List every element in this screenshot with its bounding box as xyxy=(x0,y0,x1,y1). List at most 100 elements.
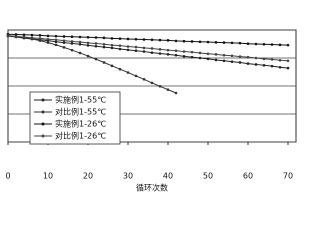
point xyxy=(150,51,154,54)
point xyxy=(174,39,178,43)
point xyxy=(62,39,66,42)
x-axis-label: 循环次数 xyxy=(136,183,168,193)
point xyxy=(182,39,186,43)
point xyxy=(222,59,226,63)
point xyxy=(158,84,162,88)
legend-marker xyxy=(41,98,45,102)
point xyxy=(46,41,50,44)
point xyxy=(214,53,218,56)
point xyxy=(62,35,66,38)
point xyxy=(262,42,266,46)
point xyxy=(278,43,282,47)
point xyxy=(270,58,274,61)
point xyxy=(110,64,114,68)
point xyxy=(62,46,66,49)
point xyxy=(254,56,258,60)
point xyxy=(174,91,178,95)
x-tick-label: 40 xyxy=(163,172,173,181)
legend-label: 对比例1-55℃ xyxy=(55,107,106,117)
point xyxy=(30,36,34,40)
legend-label: 对比例1-26℃ xyxy=(55,131,106,141)
point xyxy=(126,48,130,52)
point xyxy=(286,59,290,63)
point xyxy=(110,46,114,50)
point xyxy=(126,37,130,41)
point xyxy=(166,48,170,52)
point xyxy=(22,33,26,37)
point xyxy=(190,50,194,54)
legend-label: 实施例1-55℃ xyxy=(55,95,106,105)
point xyxy=(14,33,18,36)
point xyxy=(78,42,82,46)
point xyxy=(278,58,282,62)
point xyxy=(262,63,266,67)
series-line xyxy=(7,35,177,94)
x-tick-label: 70 xyxy=(283,172,293,181)
point xyxy=(46,37,50,41)
point xyxy=(70,40,74,43)
point xyxy=(230,41,234,45)
point xyxy=(150,81,154,85)
point xyxy=(86,44,90,47)
point xyxy=(142,38,146,41)
point xyxy=(94,44,98,48)
point xyxy=(38,37,42,40)
point xyxy=(118,47,122,51)
x-tick-label: 60 xyxy=(243,172,253,181)
point xyxy=(38,34,42,37)
point xyxy=(86,54,90,58)
point xyxy=(134,45,138,49)
point xyxy=(142,46,146,50)
point xyxy=(286,43,290,47)
point xyxy=(206,57,210,61)
series-line xyxy=(7,33,289,46)
point xyxy=(166,53,170,56)
point xyxy=(270,43,274,46)
point xyxy=(182,55,186,58)
point xyxy=(102,45,106,49)
point xyxy=(262,57,266,61)
point xyxy=(110,37,114,40)
x-tick-label: 50 xyxy=(203,172,213,181)
point xyxy=(222,41,226,44)
point xyxy=(118,44,122,47)
point xyxy=(246,42,250,46)
point xyxy=(166,39,170,42)
point xyxy=(214,58,218,62)
point xyxy=(150,47,154,50)
point xyxy=(118,37,122,40)
point xyxy=(118,67,122,71)
point xyxy=(270,64,274,68)
point xyxy=(166,88,170,91)
point xyxy=(30,33,34,37)
point xyxy=(238,41,242,45)
point xyxy=(6,34,10,37)
point xyxy=(110,43,114,47)
point xyxy=(78,35,82,39)
point xyxy=(158,52,162,55)
point xyxy=(150,38,154,42)
point xyxy=(254,42,258,46)
series-line xyxy=(7,35,289,62)
point xyxy=(230,60,234,63)
point xyxy=(54,43,58,47)
point xyxy=(214,41,218,44)
point xyxy=(54,38,58,42)
point xyxy=(134,37,138,41)
point xyxy=(174,53,178,57)
point xyxy=(94,36,98,39)
point xyxy=(198,40,202,44)
point xyxy=(238,61,242,64)
point xyxy=(54,34,58,38)
point xyxy=(246,55,250,59)
point xyxy=(230,54,234,58)
point xyxy=(206,52,210,56)
point xyxy=(126,71,130,74)
x-tick-label: 30 xyxy=(123,172,133,181)
point xyxy=(54,40,58,44)
point xyxy=(46,34,50,38)
point xyxy=(246,62,250,65)
point xyxy=(62,41,66,44)
series-line xyxy=(7,35,289,69)
point xyxy=(158,38,162,42)
